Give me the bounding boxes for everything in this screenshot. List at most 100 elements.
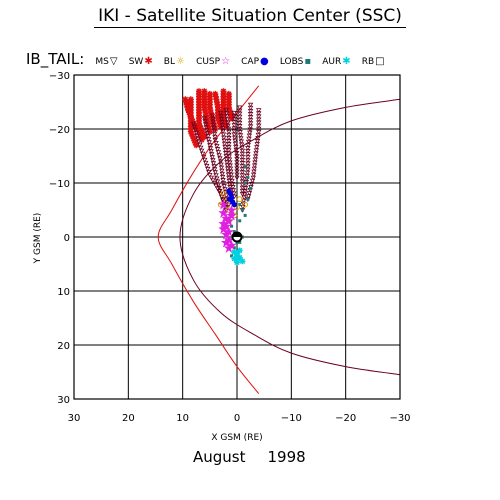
ms-point <box>200 151 206 157</box>
ms-point <box>239 176 246 182</box>
ms-point <box>201 116 208 122</box>
page-title-text: IKI - Satellite Situation Center (SSC) <box>94 6 406 28</box>
ms-point <box>210 158 216 164</box>
ms-point <box>239 167 246 172</box>
ms-point <box>232 141 239 147</box>
ms-point <box>237 108 243 114</box>
ms-point <box>242 186 249 191</box>
legend-sw-label: SW <box>128 57 144 67</box>
ms-point <box>255 135 261 141</box>
y-tick-label: −10 <box>49 179 70 190</box>
ms-point <box>237 124 243 129</box>
ms-point <box>224 163 230 169</box>
asterisk-point <box>196 122 203 129</box>
asterisk-point <box>228 115 235 122</box>
ms-point <box>237 114 243 120</box>
ms-point <box>223 157 230 162</box>
lobs-point <box>243 181 247 185</box>
ms-point <box>211 181 218 186</box>
asterisk-point <box>193 142 200 149</box>
ms-point <box>222 187 228 192</box>
ms-point <box>214 179 221 185</box>
asterisk-point <box>198 127 205 134</box>
asterisk-point <box>195 128 202 135</box>
ms-point <box>224 166 231 172</box>
asterisk-point <box>231 255 238 262</box>
x-tick-label: 0 <box>234 413 240 424</box>
legend-aur-label: AUR <box>322 57 342 67</box>
ms-point <box>250 175 256 181</box>
ms-point <box>237 127 243 132</box>
ms-point <box>207 173 213 178</box>
ms-point <box>239 154 246 160</box>
lobs-point <box>243 213 247 217</box>
asterisk-point <box>197 134 204 141</box>
y-tick-label: 20 <box>57 341 70 352</box>
ms-point <box>237 105 243 111</box>
ms-point <box>239 151 246 157</box>
ms-point <box>209 113 216 119</box>
ms-point <box>229 182 236 187</box>
ms-point <box>245 194 252 199</box>
ms-point <box>247 108 254 114</box>
ms-point <box>223 111 230 116</box>
ms-point <box>245 167 251 173</box>
ms-point <box>218 162 224 168</box>
ms-point <box>231 123 237 128</box>
cusp-point <box>218 207 229 218</box>
asterisk-point <box>236 254 243 261</box>
y-tick-label: −30 <box>49 71 70 82</box>
ms-point <box>207 146 214 152</box>
ms-point <box>195 136 201 142</box>
asterisk-point <box>195 120 202 127</box>
ms-point <box>192 127 199 133</box>
ms-point <box>234 169 240 175</box>
ms-point <box>226 202 232 208</box>
ms-point <box>221 184 227 189</box>
ms-point <box>204 131 211 137</box>
ms-point <box>213 173 219 179</box>
lobs-point <box>230 224 234 228</box>
orbit-tracks <box>182 88 262 266</box>
asterisk-point <box>209 117 216 124</box>
ms-point <box>228 175 235 181</box>
ms-point <box>226 129 232 135</box>
ms-point <box>210 178 216 184</box>
ms-point <box>252 160 258 166</box>
ms-point <box>250 172 257 178</box>
ms-point <box>233 151 240 156</box>
ms-point <box>254 145 260 150</box>
ms-point <box>245 161 251 167</box>
cap-point <box>231 202 237 208</box>
legend: IB_TAIL: MS▽ SW✱ BL☼ CUSP☆ CAP● LOBS▪ AU… <box>26 49 385 68</box>
ms-point <box>226 148 232 154</box>
ms-point <box>256 120 262 126</box>
cusp-point <box>220 229 232 240</box>
ms-point <box>197 142 203 148</box>
ms-point <box>226 151 232 157</box>
ms-point <box>219 120 225 125</box>
ms-point <box>224 160 230 165</box>
ms-point <box>234 154 240 159</box>
ms-point <box>218 165 225 171</box>
asterisk-point <box>234 259 240 266</box>
y-tick-label: 10 <box>57 287 70 298</box>
ms-point <box>215 182 222 188</box>
ms-point <box>205 166 211 172</box>
lobs-point <box>246 176 250 180</box>
ms-point <box>238 136 244 142</box>
bl-point <box>220 190 227 197</box>
lobs-point <box>238 240 242 244</box>
square-icon: ▪ <box>304 56 312 67</box>
ms-point <box>196 139 202 145</box>
lobs-point <box>243 165 247 169</box>
page-title: IKI - Satellite Situation Center (SSC) <box>0 6 500 28</box>
ms-point <box>256 123 262 129</box>
ms-point <box>198 148 205 154</box>
ms-point <box>239 161 246 166</box>
ms-point <box>237 117 243 123</box>
ms-point <box>231 129 237 135</box>
ms-point <box>255 132 262 138</box>
ms-point <box>247 102 254 108</box>
